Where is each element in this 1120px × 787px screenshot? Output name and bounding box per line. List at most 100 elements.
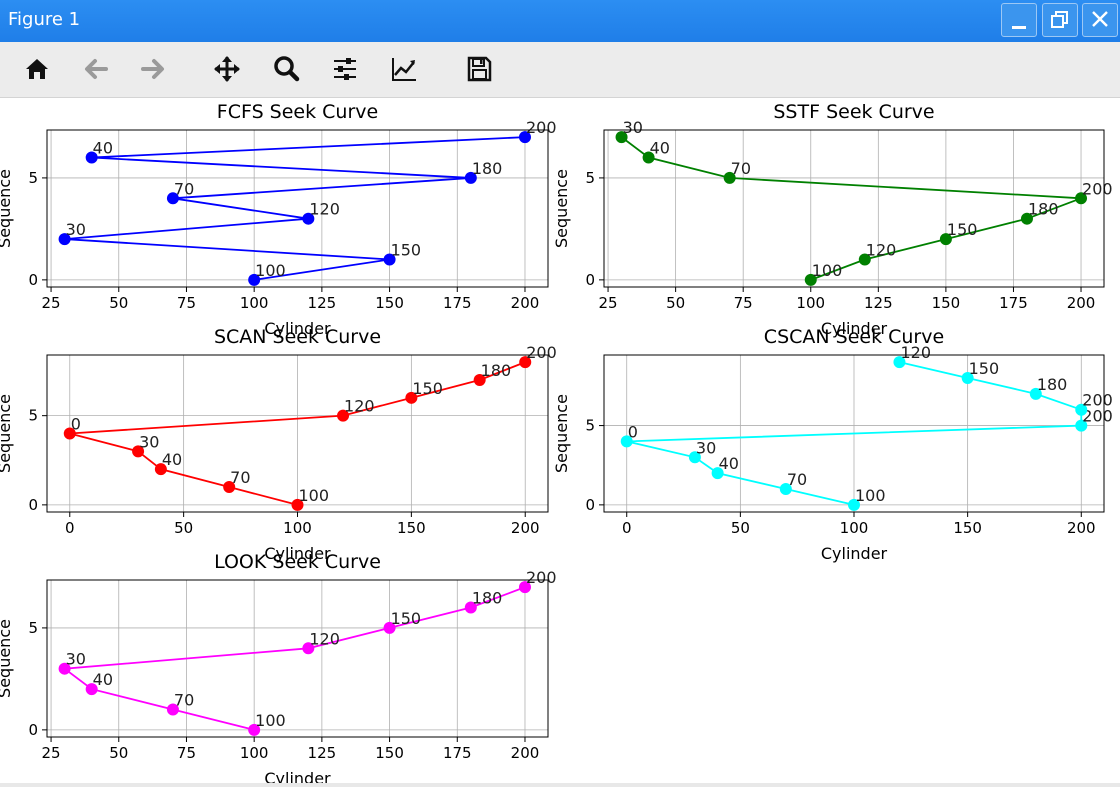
point-label: 100	[255, 261, 286, 280]
x-tick-label: 50	[731, 519, 750, 537]
x-tick-label: 125	[308, 294, 337, 312]
x-tick-label: 50	[109, 294, 128, 312]
y-tick-label: 0	[28, 496, 38, 514]
data-point	[166, 192, 179, 205]
x-tick-label: 175	[999, 294, 1028, 312]
data-point	[1075, 192, 1088, 205]
x-tick-label: 75	[734, 294, 753, 312]
point-label: 120	[309, 629, 340, 648]
home-button[interactable]	[19, 51, 55, 87]
data-point	[248, 723, 261, 736]
y-tick-label: 5	[28, 619, 38, 637]
subplot-title: LOOK Seek Curve	[214, 551, 381, 573]
close-icon	[1092, 11, 1108, 27]
x-tick-label: 200	[511, 294, 540, 312]
y-tick-label: 5	[28, 407, 38, 425]
x-tick-label: 150	[375, 294, 404, 312]
x-tick-label: 200	[511, 519, 540, 537]
data-point	[383, 621, 396, 634]
y-axis-label: Sequence	[0, 619, 14, 698]
forward-icon	[141, 59, 164, 79]
x-tick-label: 175	[443, 294, 472, 312]
save-button[interactable]	[461, 51, 497, 87]
data-point	[337, 409, 350, 422]
x-tick-label: 50	[174, 519, 193, 537]
series-line	[626, 361, 1083, 506]
minimize-icon	[1012, 26, 1026, 29]
title-bar: Figure 1	[0, 0, 1120, 42]
point-label: 100	[299, 486, 330, 505]
y-tick-label: 0	[28, 271, 38, 289]
data-point	[132, 445, 145, 458]
point-label: 100	[255, 711, 286, 730]
pan-button[interactable]	[209, 51, 245, 87]
minimize-button[interactable]	[1001, 3, 1037, 37]
data-point	[248, 273, 261, 286]
point-label: 70	[230, 468, 250, 487]
point-label: 180	[472, 159, 503, 178]
x-tick-label: 0	[622, 519, 632, 537]
window-title: Figure 1	[8, 9, 81, 30]
edit-axis-button[interactable]	[386, 51, 422, 87]
back-button[interactable]	[78, 51, 114, 87]
figure-svg: 25 50 75 100 125 150 175 2000510015030120701804…	[0, 101, 1113, 787]
close-button[interactable]	[1082, 3, 1118, 37]
data-point	[405, 391, 418, 404]
y-tick-label: 0	[585, 496, 595, 514]
x-tick-label: 150	[397, 519, 426, 537]
point-label: 180	[1028, 200, 1059, 219]
zoom-button[interactable]	[268, 51, 304, 87]
data-point	[1075, 403, 1088, 416]
y-axis-label: Sequence	[0, 169, 14, 248]
x-tick-label: 125	[864, 294, 893, 312]
x-tick-label: 100	[283, 519, 312, 537]
point-label: 180	[1037, 375, 1068, 394]
axes-frame	[46, 354, 549, 513]
forward-button[interactable]	[135, 51, 171, 87]
restore-icon	[1051, 11, 1068, 28]
data-point	[615, 131, 628, 144]
x-tick-label: 75	[177, 744, 196, 762]
x-tick-label: 25	[42, 294, 61, 312]
series-line	[62, 586, 526, 731]
data-point	[1075, 419, 1088, 432]
point-label: 150	[947, 220, 978, 239]
data-point	[642, 151, 655, 164]
point-label: 100	[812, 261, 843, 280]
point-label: 150	[969, 359, 1000, 378]
configure-subplots-button[interactable]	[327, 51, 363, 87]
point-label: 120	[900, 343, 931, 362]
point-label: 120	[309, 200, 340, 219]
point-label: 30	[66, 650, 86, 669]
y-tick-label: 5	[585, 169, 595, 187]
home-icon	[26, 59, 48, 79]
data-point	[223, 481, 236, 494]
restore-button[interactable]	[1042, 3, 1078, 37]
x-tick-label: 200	[1067, 519, 1096, 537]
data-point	[518, 131, 531, 144]
subplot-title: SSTF Seek Curve	[773, 101, 934, 123]
figure-canvas[interactable]: 25 50 75 100 125 150 175 200 0 5 100 150 30 120 70 180 4…	[0, 98, 1120, 787]
axes-frame	[46, 579, 549, 738]
data-point	[1029, 387, 1042, 400]
x-tick-label: 100	[840, 519, 869, 537]
point-label: 150	[412, 379, 443, 398]
axes-frame	[46, 129, 549, 288]
data-point	[779, 483, 792, 496]
point-label: 30	[623, 118, 643, 137]
point-label: 30	[139, 432, 159, 451]
subplot-title: CSCAN Seek Curve	[764, 326, 944, 348]
edit-axis-icon	[392, 58, 416, 81]
data-point	[519, 356, 532, 369]
data-point	[688, 451, 701, 464]
data-point	[154, 463, 167, 476]
data-point	[1020, 212, 1033, 225]
window-bottom-edge	[0, 783, 1120, 787]
data-point	[620, 435, 633, 448]
data-point	[804, 273, 817, 286]
x-axis-label: Cylinder	[264, 319, 331, 338]
point-label: 30	[66, 220, 86, 239]
x-axis-label: Cylinder	[264, 544, 331, 563]
point-label: 0	[628, 422, 638, 441]
x-tick-label: 125	[308, 744, 337, 762]
